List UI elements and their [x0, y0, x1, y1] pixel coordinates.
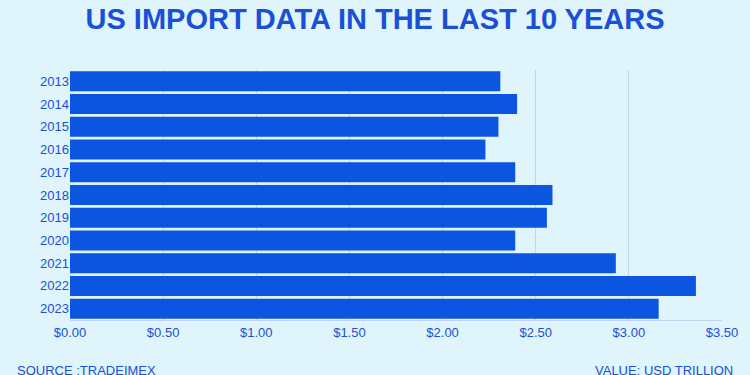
svg-text:2021: 2021 [40, 256, 69, 271]
svg-text:2022: 2022 [40, 278, 69, 293]
svg-text:US IMPORT DATA IN THE LAST 10: US IMPORT DATA IN THE LAST 10 YEARS [86, 3, 665, 35]
svg-text:SOURCE :TRADEIMEX: SOURCE :TRADEIMEX [17, 363, 156, 375]
svg-text:2013: 2013 [40, 74, 69, 89]
svg-text:2014: 2014 [40, 97, 69, 112]
svg-text:$1.50: $1.50 [333, 325, 366, 340]
svg-text:2016: 2016 [40, 142, 69, 157]
svg-text:$0.50: $0.50 [147, 325, 180, 340]
svg-text:$2.00: $2.00 [426, 325, 459, 340]
svg-text:2017: 2017 [40, 165, 69, 180]
svg-text:2018: 2018 [40, 188, 69, 203]
svg-text:VALUE: USD TRILLION: VALUE: USD TRILLION [595, 363, 733, 375]
svg-text:2019: 2019 [40, 210, 69, 225]
svg-text:2023: 2023 [40, 301, 69, 316]
svg-text:$2.50: $2.50 [519, 325, 552, 340]
svg-text:$3.50: $3.50 [706, 325, 739, 340]
svg-text:$1.00: $1.00 [240, 325, 273, 340]
svg-text:$3.00: $3.00 [613, 325, 646, 340]
svg-text:$0.00: $0.00 [54, 325, 87, 340]
svg-text:2020: 2020 [40, 233, 69, 248]
svg-text:2015: 2015 [40, 119, 69, 134]
